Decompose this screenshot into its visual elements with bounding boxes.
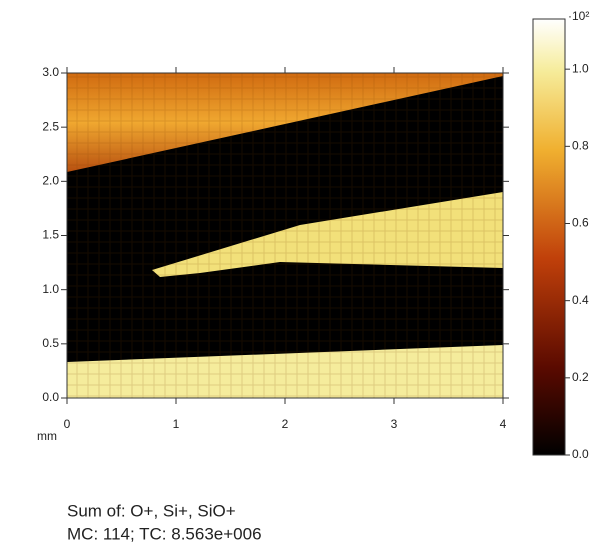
caption: Sum of: O+, Si+, SiO+ bbox=[67, 501, 236, 520]
x-tick-label: 2 bbox=[282, 417, 289, 431]
colorbar-tick-label: 0.2 bbox=[572, 370, 589, 384]
colorbar bbox=[532, 18, 566, 456]
y-tick-label: 3.0 bbox=[42, 65, 59, 79]
colorbar-tick-label: 0.6 bbox=[572, 216, 589, 230]
x-tick-label: 0 bbox=[64, 417, 71, 431]
x-tick-label: 4 bbox=[500, 417, 507, 431]
colorbar-tick-label: 0.8 bbox=[572, 138, 589, 152]
colorbar-scale: ·10² bbox=[568, 9, 589, 23]
colorbar-tick-label: 0.0 bbox=[572, 447, 589, 461]
y-tick-label: 1.0 bbox=[42, 282, 59, 296]
x-tick-label: 1 bbox=[173, 417, 180, 431]
y-tick-label: 0.5 bbox=[42, 336, 59, 350]
y-tick-label: 2.5 bbox=[42, 119, 59, 133]
colorbar-tick-label: 1.0 bbox=[572, 61, 589, 75]
colorbar-tick-label: 0.4 bbox=[572, 293, 589, 307]
y-tick-label: 2.0 bbox=[42, 174, 59, 188]
x-unit: mm bbox=[37, 429, 57, 443]
x-tick-label: 3 bbox=[391, 417, 398, 431]
map-image bbox=[66, 72, 504, 399]
caption: MC: 114; TC: 8.563e+006 bbox=[67, 524, 262, 543]
y-tick-label: 1.5 bbox=[42, 228, 59, 242]
y-tick-label: 0.0 bbox=[42, 390, 59, 404]
